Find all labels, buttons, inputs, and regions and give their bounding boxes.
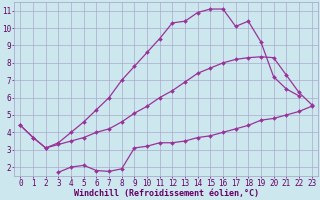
X-axis label: Windchill (Refroidissement éolien,°C): Windchill (Refroidissement éolien,°C) xyxy=(74,189,259,198)
